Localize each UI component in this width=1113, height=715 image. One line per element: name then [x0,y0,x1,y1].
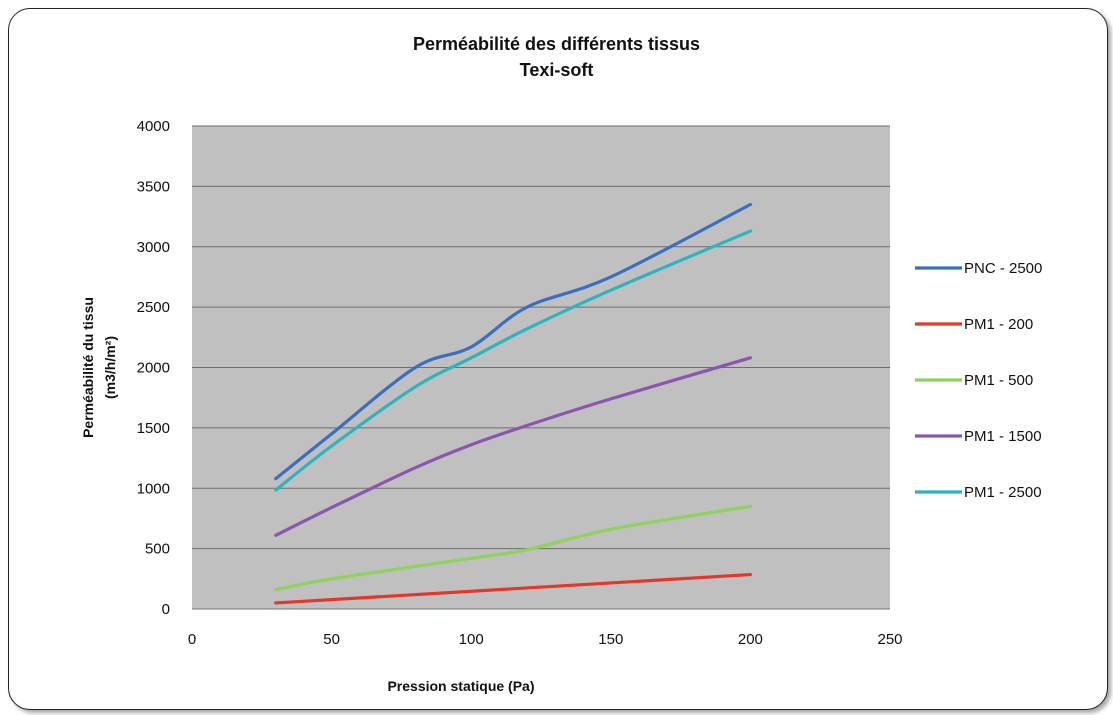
x-tick-label: 0 [188,631,196,648]
y-tick-label: 1000 [137,480,170,497]
x-tick-label: 100 [459,631,484,648]
series-group [274,202,752,605]
x-tick-label: 50 [323,631,340,648]
y-tick-label: 500 [145,541,170,558]
y-axis-ticks: 0 500 1000 1500 2000 2500 3000 3500 4000 [137,118,170,618]
y-tick-label: 0 [162,601,170,618]
chart-subtitle: Texi-soft [519,60,594,80]
x-tick-label: 200 [738,631,763,648]
x-tick-label: 250 [877,631,902,648]
series-line-pm1-1500 [274,356,752,537]
series-line-pm1-2500 [274,229,752,492]
legend-label-pm1-1500: PM1 - 1500 [964,428,1042,445]
y-axis-label: Perméabilité du tissu (m3/h/m²) [80,297,118,438]
y-tick-label: 2000 [137,360,170,377]
y-tick-label: 3000 [137,239,170,256]
gridlines [192,125,890,610]
legend-label-pnc-2500: PNC - 2500 [964,260,1042,277]
y-tick-label: 4000 [137,118,170,135]
series-line-pm1-500 [274,504,752,592]
series-line-pnc-2500 [274,202,752,481]
x-tick-label: 150 [598,631,623,648]
legend-label-pm1-500: PM1 - 500 [964,372,1033,389]
y-tick-label: 2500 [137,299,170,316]
series-line-pm1-200 [274,572,752,605]
x-axis-label: Pression statique (Pa) [387,678,534,694]
x-axis-ticks: 0 50 100 150 200 250 [188,631,903,648]
legend-label-pm1-2500: PM1 - 2500 [964,484,1042,501]
legend-label-pm1-200: PM1 - 200 [964,316,1033,333]
y-tick-label: 3500 [137,178,170,195]
chart-title: Perméabilité des différents tissus [412,34,701,54]
legend: PNC - 2500 PM1 - 200 PM1 - 500 PM1 - 1500 PM… [915,260,1042,501]
y-axis-label-line2: (m3/h/m²) [102,336,118,399]
y-axis-label-line1: Perméabilité du tissu [80,297,96,438]
y-tick-label: 1500 [137,420,170,437]
